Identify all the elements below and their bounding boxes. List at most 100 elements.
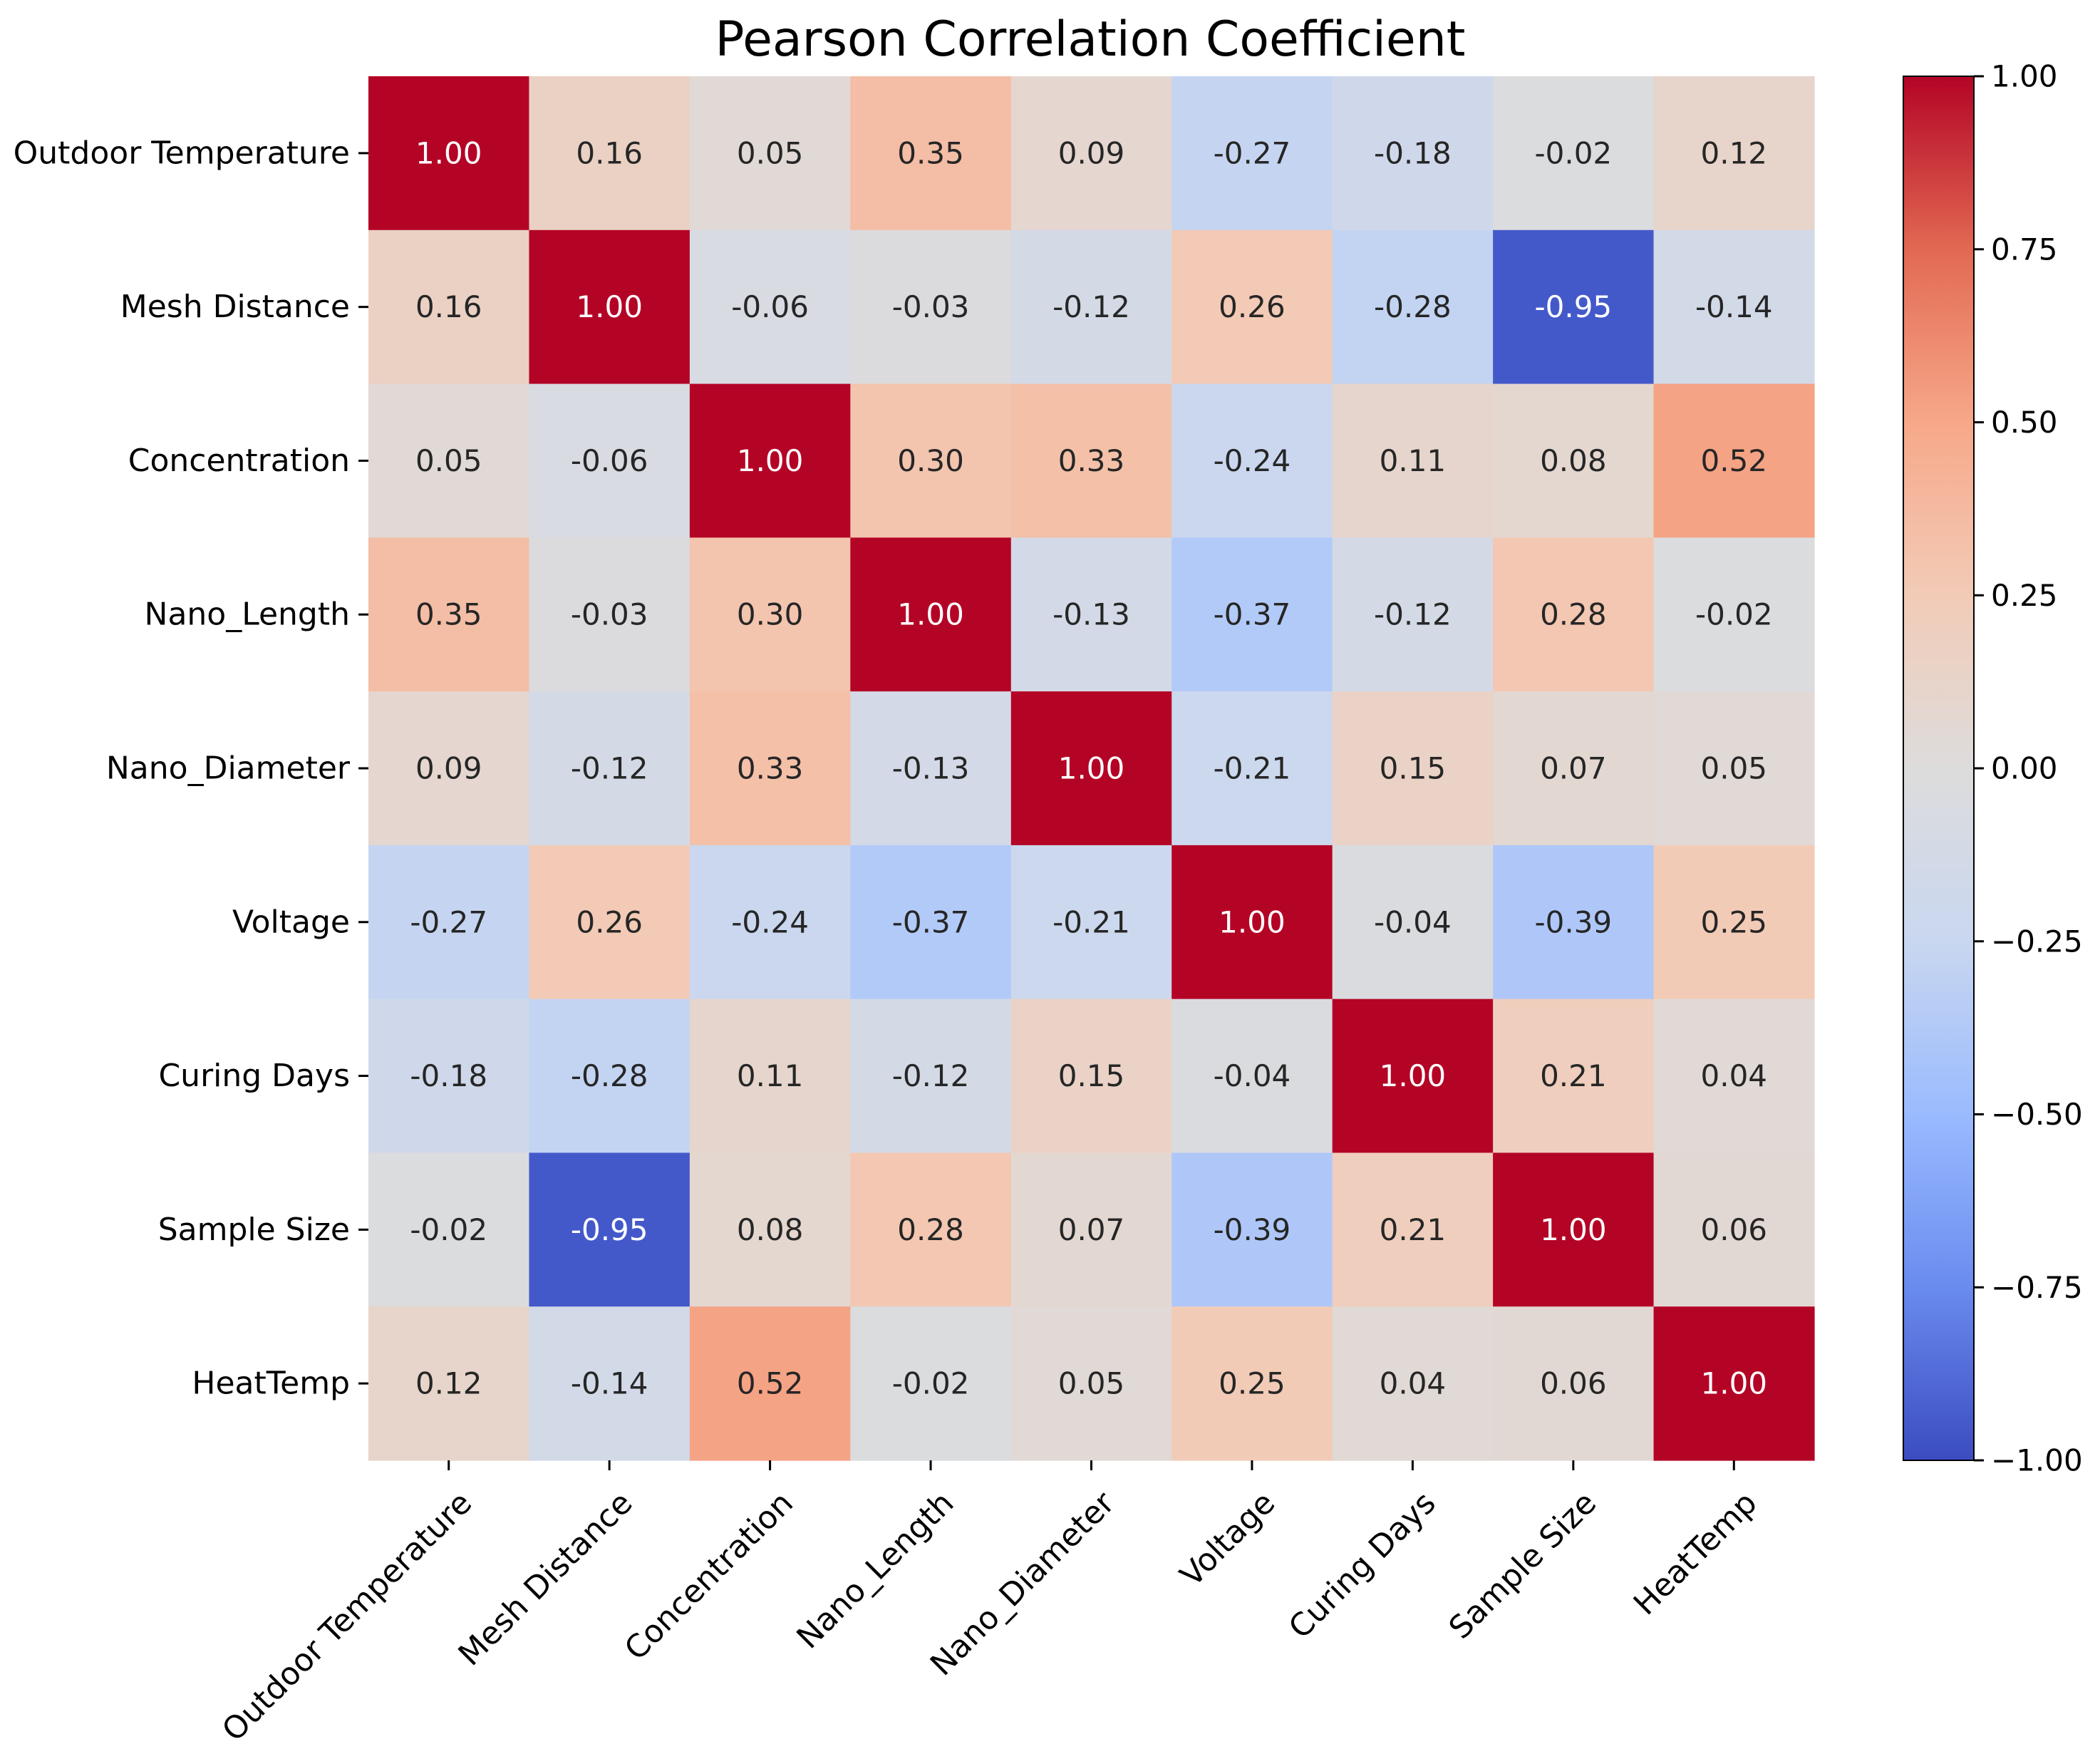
cell-value-label: 0.04 (1380, 1366, 1447, 1401)
cell-value-label: -0.14 (571, 1366, 648, 1401)
cell-value-label: 1.00 (1540, 1212, 1607, 1247)
cell-value-label: 0.08 (1540, 443, 1607, 478)
heatmap-cell (1493, 691, 1655, 846)
heatmap-cell (368, 537, 530, 692)
heatmap-cell (1653, 691, 1815, 846)
colorbar-tick-label: 1.00 (1991, 59, 2058, 94)
cell-value-label: -0.02 (1534, 135, 1612, 170)
cell-value-label: 0.12 (415, 1366, 482, 1401)
y-tick-label: Outdoor Temperature (14, 135, 350, 171)
heatmap-cell (529, 229, 690, 385)
cell-value-label: 0.12 (1701, 135, 1768, 170)
heatmap-cell (368, 383, 530, 538)
y-tick-label: Nano_Length (145, 597, 350, 633)
cell-value-label: -0.39 (1214, 1212, 1291, 1247)
cell-value-label: -0.13 (1052, 597, 1130, 632)
cell-value-label: 0.11 (1380, 443, 1447, 478)
cell-value-label: 0.11 (737, 1058, 804, 1093)
heatmap-cell (529, 1152, 690, 1307)
cell-value-label: -0.39 (1534, 904, 1612, 939)
heatmap-cell (1010, 1306, 1172, 1461)
cell-value-label: 1.00 (1058, 751, 1125, 786)
cell-value-label: 0.15 (1058, 1058, 1125, 1093)
cell-value-label: 0.05 (1701, 751, 1768, 786)
heatmap-cell (850, 845, 1012, 1000)
cell-value-label: -0.12 (1374, 597, 1452, 632)
heatmap-cell (1332, 998, 1494, 1154)
heatmap-cell (1332, 383, 1494, 538)
cell-value-label: -0.02 (410, 1212, 487, 1247)
heatmap-cell (850, 691, 1012, 846)
heatmap-cell (1332, 537, 1494, 692)
heatmap-cell (1010, 383, 1172, 538)
cell-value-label: -0.02 (892, 1366, 970, 1401)
cell-value-label: 0.05 (415, 443, 482, 478)
cell-value-label: 0.09 (415, 751, 482, 786)
heatmap-cell (529, 537, 690, 692)
x-tick-label: HeatTemp (1627, 1485, 1764, 1622)
heatmap-cell (368, 229, 530, 385)
cell-value-label: 0.35 (415, 597, 482, 632)
x-tick-label: Sample Size (1442, 1485, 1603, 1646)
cell-value-label: -0.28 (571, 1058, 648, 1093)
heatmap-cell (1010, 537, 1172, 692)
y-tick-label: Nano_Diameter (106, 750, 351, 787)
heatmap-cell (689, 845, 851, 1000)
y-tick-label: Mesh Distance (120, 289, 350, 325)
cell-value-label: 0.04 (1701, 1058, 1768, 1093)
heatmap-cell (1010, 998, 1172, 1154)
heatmap-cell (1332, 845, 1494, 1000)
heatmap-cell (1493, 1306, 1655, 1461)
heatmap-cell (1493, 383, 1655, 538)
heatmap-cell (368, 691, 530, 846)
x-tick-label: Concentration (618, 1485, 800, 1667)
chart-title: Pearson Correlation Coefficient (715, 11, 1466, 68)
heatmap-cell (1653, 998, 1815, 1154)
heatmap-cell (850, 998, 1012, 1154)
cell-value-label: -0.12 (571, 751, 648, 786)
heatmap-cell (1171, 691, 1333, 846)
cell-value-label: 0.05 (737, 135, 804, 170)
cell-value-label: -0.28 (1374, 289, 1452, 324)
cell-value-label: 0.26 (1219, 289, 1286, 324)
heatmap-cells: 1.00 0.16 0.05 0.35 0.09 -0.27 -0.18 -0.02 0.12 0… (368, 76, 1815, 1461)
cell-value-label: 0.25 (1219, 1366, 1286, 1401)
heatmap-cell (1332, 229, 1494, 385)
cell-value-label: 0.28 (1540, 597, 1607, 632)
x-tick-label: Curing Days (1282, 1485, 1443, 1646)
y-tick-label: HeatTemp (192, 1366, 350, 1402)
heatmap-cell (529, 845, 690, 1000)
cell-value-label: -0.27 (1214, 135, 1291, 170)
heatmap-cell (1171, 537, 1333, 692)
cell-value-label: -0.95 (1534, 289, 1612, 324)
heatmap-cell (1010, 1152, 1172, 1307)
cell-value-label: -0.04 (1374, 904, 1452, 939)
heatmap-cell (850, 1306, 1012, 1461)
cell-value-label: 0.15 (1380, 751, 1447, 786)
cell-value-label: 0.33 (737, 751, 804, 786)
cell-value-label: -0.06 (731, 289, 809, 324)
heatmap-cell (1493, 845, 1655, 1000)
cell-value-label: 1.00 (897, 597, 964, 632)
heatmap-cell (368, 76, 530, 231)
cell-value-label: -0.12 (1052, 289, 1130, 324)
cell-value-label: -0.37 (892, 904, 970, 939)
y-tick-label: Concentration (128, 443, 350, 479)
heatmap-cell (1493, 537, 1655, 692)
heatmap-cell (1493, 998, 1655, 1154)
x-tick-label: Mesh Distance (452, 1485, 640, 1673)
heatmap-cell (1653, 845, 1815, 1000)
colorbar: −1.00 −0.75 −0.50 −0.25 0.00 0.25 0.50 0.75 1.00 (1903, 59, 2083, 1478)
heatmap-cell (1332, 691, 1494, 846)
cell-value-label: 0.07 (1058, 1212, 1125, 1247)
cell-value-label: 0.09 (1058, 135, 1125, 170)
heatmap-cell (1010, 845, 1172, 1000)
cell-value-label: -0.03 (892, 289, 970, 324)
y-tick-label: Sample Size (158, 1212, 350, 1248)
cell-value-label: 0.33 (1058, 443, 1125, 478)
heatmap-cell (689, 76, 851, 231)
heatmap-cell (689, 383, 851, 538)
heatmap-cell (1653, 1152, 1815, 1307)
cell-value-label: 0.05 (1058, 1366, 1125, 1401)
